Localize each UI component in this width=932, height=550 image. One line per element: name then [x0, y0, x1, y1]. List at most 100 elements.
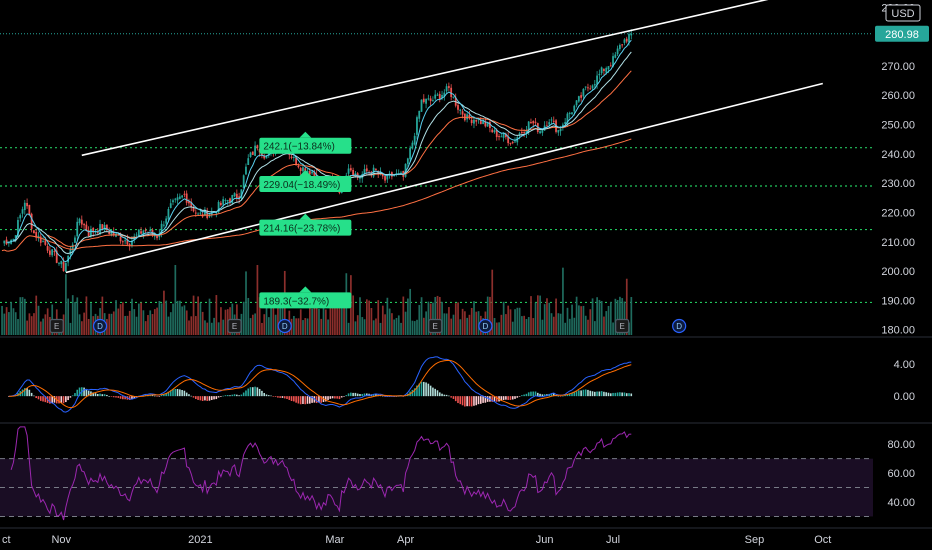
candle-body[interactable]	[628, 33, 630, 43]
candle-body[interactable]	[534, 121, 537, 123]
candle-body[interactable]	[172, 200, 174, 203]
candle-body[interactable]	[90, 229, 92, 237]
candle-body[interactable]	[600, 67, 603, 74]
candle-body[interactable]	[425, 98, 427, 104]
candle-body[interactable]	[226, 200, 229, 202]
candle-body[interactable]	[568, 112, 571, 115]
candle-body[interactable]	[292, 156, 295, 158]
candle-body[interactable]	[188, 201, 190, 204]
candle-body[interactable]	[96, 231, 99, 234]
candle-body[interactable]	[429, 98, 432, 102]
candle-body[interactable]	[251, 151, 254, 155]
candle-body[interactable]	[413, 135, 416, 145]
candle-body[interactable]	[165, 218, 168, 224]
candle-body[interactable]	[30, 213, 33, 229]
candle-body[interactable]	[149, 229, 152, 232]
candle-body[interactable]	[504, 134, 507, 138]
candle-body[interactable]	[254, 145, 256, 156]
candle-body[interactable]	[593, 84, 596, 86]
candle-body[interactable]	[224, 199, 227, 201]
candle-body[interactable]	[247, 158, 250, 165]
candle-body[interactable]	[523, 132, 526, 134]
candle-body[interactable]	[199, 212, 202, 214]
candle-body[interactable]	[363, 169, 366, 175]
candle-body[interactable]	[349, 168, 352, 171]
earnings-marker[interactable]: E	[49, 318, 64, 334]
candle-body[interactable]	[470, 119, 473, 124]
candle-body[interactable]	[53, 251, 56, 253]
candle-body[interactable]	[479, 119, 482, 125]
candle-body[interactable]	[409, 147, 412, 160]
candle-body[interactable]	[384, 176, 386, 181]
candle-body[interactable]	[160, 223, 163, 234]
candle-body[interactable]	[99, 224, 101, 235]
candle-body[interactable]	[596, 75, 598, 85]
candle-body[interactable]	[76, 221, 79, 237]
candle-body[interactable]	[174, 198, 177, 200]
level-badge[interactable]: 242.1(−13.84%)	[259, 131, 352, 154]
candle-body[interactable]	[507, 136, 510, 144]
candle-body[interactable]	[55, 250, 58, 263]
candle-body[interactable]	[352, 169, 355, 176]
candle-body[interactable]	[518, 133, 521, 136]
candle-body[interactable]	[582, 88, 585, 97]
candle-body[interactable]	[26, 203, 28, 207]
candle-body[interactable]	[418, 110, 421, 119]
candle-body[interactable]	[623, 39, 626, 43]
candle-body[interactable]	[502, 132, 505, 138]
candle-body[interactable]	[618, 44, 621, 50]
candle-body[interactable]	[245, 166, 247, 175]
candle-body[interactable]	[625, 38, 628, 42]
candle-body[interactable]	[167, 208, 170, 220]
candle-body[interactable]	[443, 92, 446, 97]
candle-body[interactable]	[176, 197, 179, 201]
candle-body[interactable]	[14, 235, 17, 239]
candle-body[interactable]	[112, 231, 115, 236]
candle-body[interactable]	[44, 240, 47, 245]
earnings-marker[interactable]: E	[428, 318, 443, 334]
candle-body[interactable]	[381, 173, 384, 177]
candle-body[interactable]	[612, 56, 614, 67]
candle-body[interactable]	[525, 130, 528, 134]
level-badge[interactable]: 229.04(−18.49%)	[259, 169, 352, 192]
candle-body[interactable]	[468, 114, 471, 119]
candle-body[interactable]	[62, 261, 65, 272]
candle-body[interactable]	[495, 129, 498, 138]
currency-label[interactable]: USD	[885, 4, 921, 22]
candle-body[interactable]	[46, 246, 49, 251]
candle-body[interactable]	[137, 229, 140, 237]
candle-body[interactable]	[395, 173, 398, 175]
candle-body[interactable]	[520, 131, 523, 133]
candle-body[interactable]	[459, 109, 462, 112]
candle-body[interactable]	[23, 202, 26, 211]
candle-body[interactable]	[482, 120, 484, 124]
candle-body[interactable]	[126, 239, 129, 245]
candle-body[interactable]	[541, 130, 544, 133]
candle-body[interactable]	[219, 202, 222, 206]
candle-body[interactable]	[87, 229, 90, 237]
candle-body[interactable]	[550, 119, 553, 121]
candle-body[interactable]	[197, 213, 199, 215]
candle-body[interactable]	[151, 229, 154, 235]
candle-body[interactable]	[359, 176, 361, 179]
candle-body[interactable]	[548, 122, 551, 125]
candle-body[interactable]	[404, 163, 407, 177]
candle-body[interactable]	[605, 68, 608, 73]
candle-body[interactable]	[587, 87, 589, 89]
candle-body[interactable]	[559, 128, 562, 132]
candle-body[interactable]	[42, 241, 44, 243]
candle-body[interactable]	[598, 73, 601, 76]
level-badges[interactable]: 242.1(−13.84%) 229.04(−18.49%) 214.16(−23.…	[259, 131, 352, 309]
candle-body[interactable]	[206, 210, 209, 219]
candle-body[interactable]	[484, 120, 487, 127]
candle-body[interactable]	[452, 96, 455, 98]
candle-body[interactable]	[119, 236, 122, 242]
candle-body[interactable]	[28, 204, 31, 216]
candle-body[interactable]	[450, 87, 453, 98]
candle-body[interactable]	[135, 234, 138, 236]
candle-body[interactable]	[530, 122, 532, 124]
candle-body[interactable]	[375, 168, 377, 170]
candle-body[interactable]	[566, 113, 569, 124]
candle-body[interactable]	[140, 231, 142, 234]
